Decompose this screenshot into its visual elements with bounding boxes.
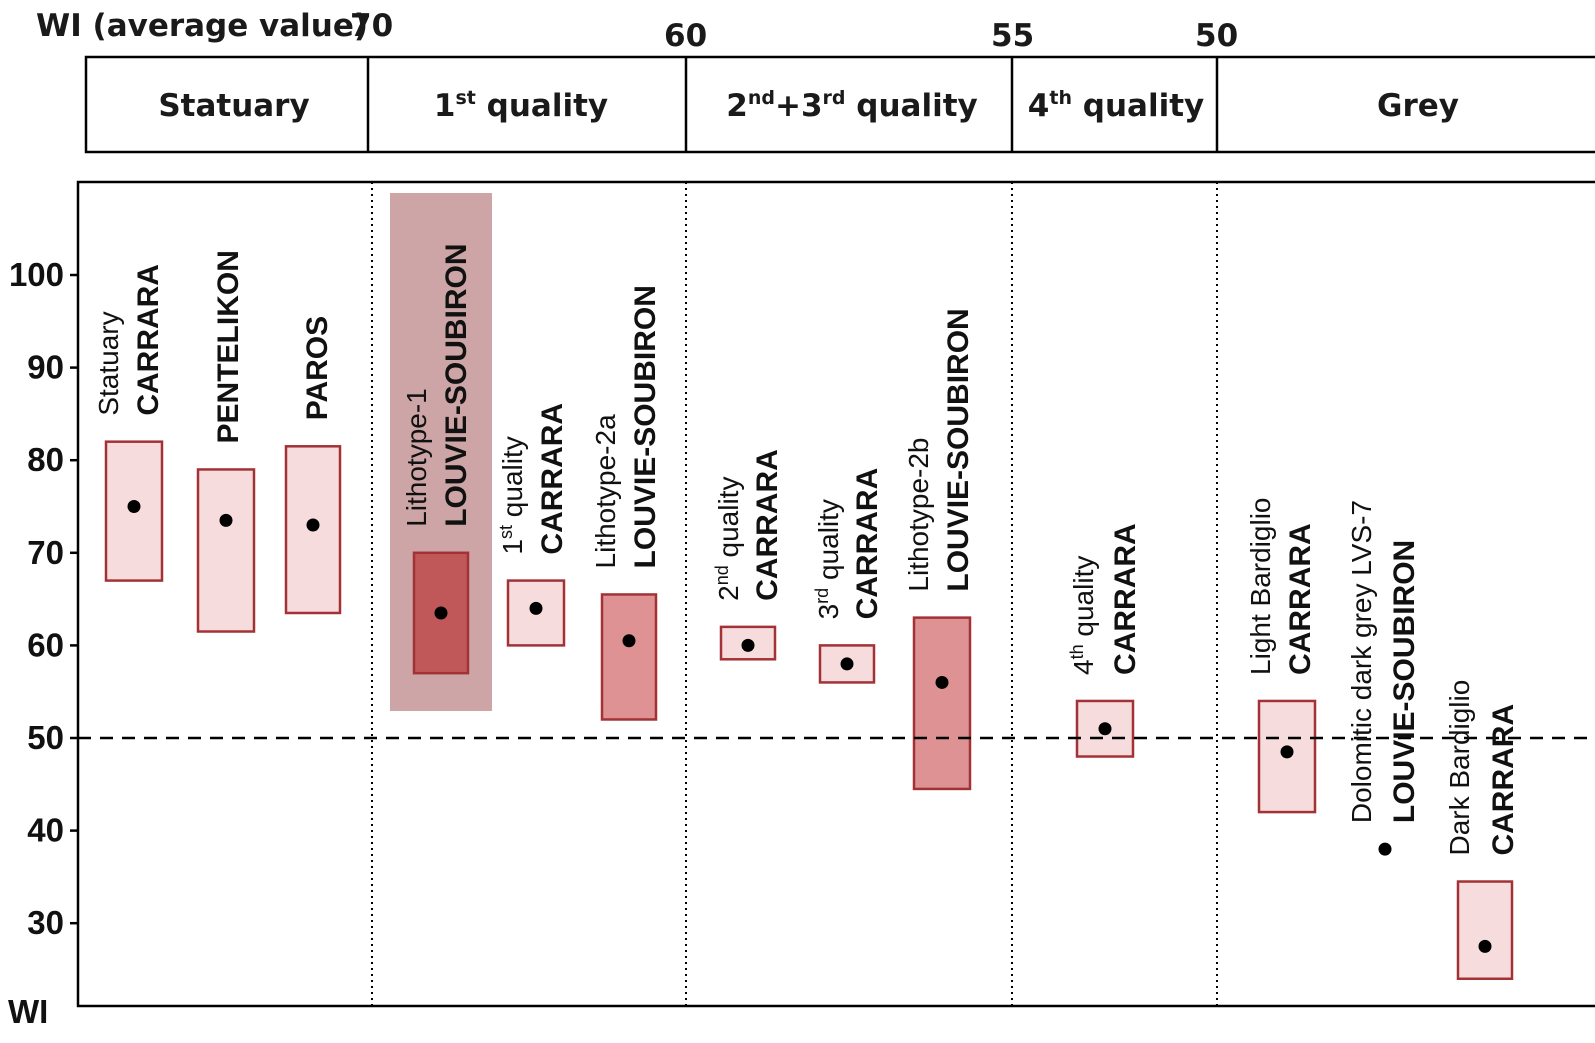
site-label: LOUVIE-SOUBIRON <box>629 285 662 568</box>
mean-point <box>434 606 448 620</box>
class-header-frame <box>84 55 1595 154</box>
mean-point <box>306 518 320 532</box>
class-4th-quality: 4th quality <box>1028 87 1204 124</box>
mean-point <box>741 638 755 652</box>
mean-point <box>219 513 233 527</box>
boundary-value-50: 50 <box>1195 18 1238 54</box>
mean-point <box>1478 939 1492 953</box>
sample-label: Lithotype-2b <box>903 438 934 592</box>
sample-label: 3rd quality <box>812 499 844 619</box>
mean-point <box>1378 842 1392 856</box>
sample-label: Dolomitic dark grey LVS-7 <box>1346 500 1377 823</box>
site-label: CARRARA <box>1487 704 1520 856</box>
y-tick-label: 40 <box>27 812 64 849</box>
class-2nd-3rd-quality: 2nd+3rd quality <box>726 87 978 124</box>
class-statuary: Statuary <box>158 88 309 124</box>
site-label: LOUVIE-SOUBIRON <box>1388 540 1421 823</box>
wi-average-label: WI (average value) <box>36 8 368 44</box>
range-box <box>600 593 658 721</box>
y-tick-label: 30 <box>27 904 64 941</box>
sample-label: Light Bardiglio <box>1245 498 1276 675</box>
site-label: CARRARA <box>851 468 884 620</box>
boundary-value-70: 70 <box>350 8 393 44</box>
sample-label: 4th quality <box>1067 556 1099 675</box>
mean-point <box>529 601 543 615</box>
site-label: PENTELIKON <box>212 250 245 443</box>
mean-point <box>622 634 636 648</box>
mean-point <box>840 657 854 671</box>
site-label: LOUVIE-SOUBIRON <box>942 308 975 591</box>
y-tick-label: 60 <box>27 626 64 663</box>
sample-label: 1st quality <box>496 436 528 554</box>
site-label: CARRARA <box>536 403 569 555</box>
sample-label: Statuary <box>93 311 124 415</box>
sample-label: Dark Bardiglio <box>1444 680 1475 856</box>
mean-point <box>127 500 141 513</box>
y-tick-label: 90 <box>27 349 64 386</box>
range-box <box>196 468 256 633</box>
site-label: CARRARA <box>1284 523 1317 675</box>
class-1st-quality: 1st quality <box>434 87 608 124</box>
y-axis-label: WI <box>8 993 48 1030</box>
sample-label: Lithotype-2a <box>590 414 621 569</box>
y-tick-label: 80 <box>27 441 64 478</box>
y-tick-label: 100 <box>9 256 64 293</box>
y-tick-label: 50 <box>27 719 64 756</box>
site-label: CARRARA <box>132 264 165 416</box>
site-label: LOUVIE-SOUBIRON <box>440 243 473 526</box>
site-label: CARRARA <box>751 449 784 601</box>
boundary-value-60: 60 <box>664 18 707 54</box>
class-grey: Grey <box>1377 88 1459 124</box>
range-box <box>1456 880 1514 981</box>
range-box <box>1075 699 1135 758</box>
mean-point <box>1280 745 1294 759</box>
site-label: CARRARA <box>1109 523 1142 675</box>
boundary-value-55: 55 <box>991 18 1034 54</box>
sample-label: Lithotype-1 <box>401 388 432 527</box>
mean-point <box>935 675 949 689</box>
y-tick-label: 70 <box>27 534 64 571</box>
sample-label: 2nd quality <box>712 477 744 601</box>
mean-point <box>1098 722 1112 736</box>
range-box <box>912 616 972 791</box>
site-label: PAROS <box>301 316 334 420</box>
